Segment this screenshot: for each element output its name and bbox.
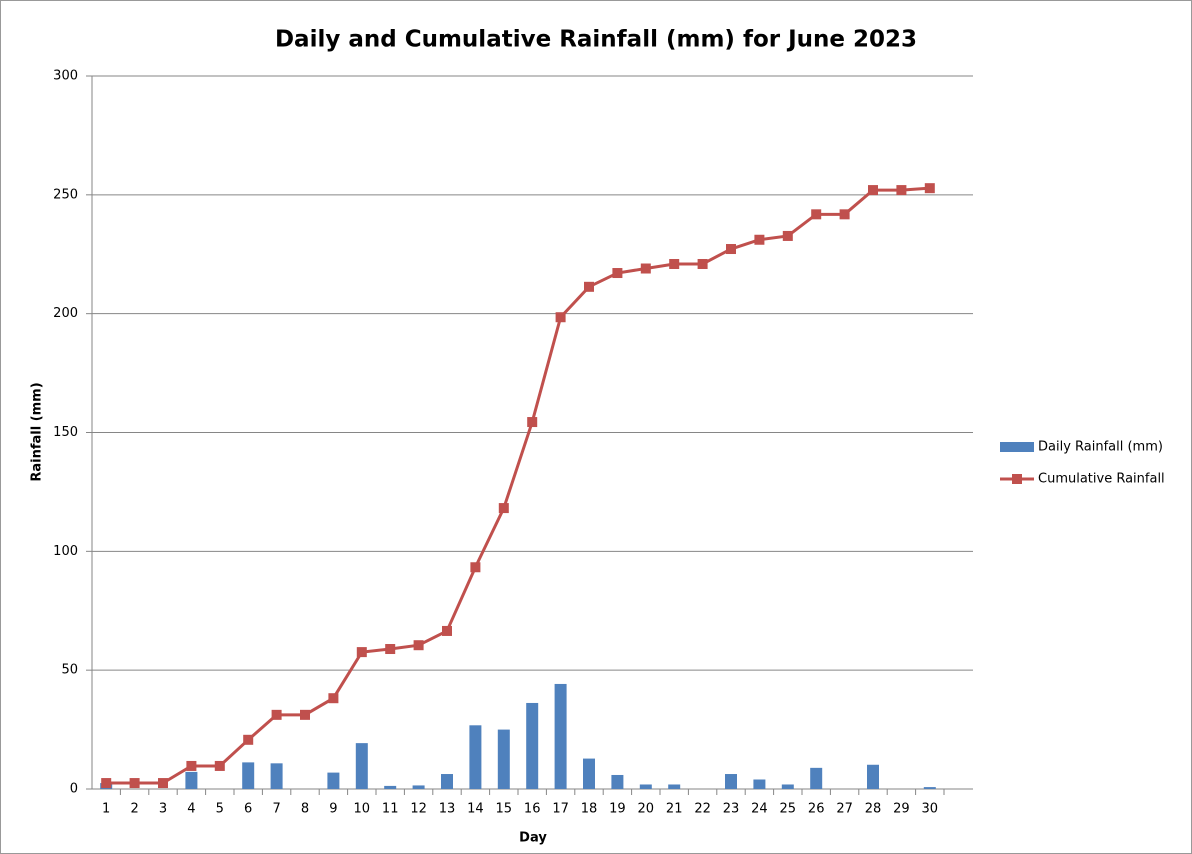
marker [868, 185, 878, 196]
marker [896, 185, 907, 196]
bar [355, 743, 368, 789]
marker [186, 760, 197, 771]
bar [497, 729, 510, 789]
bar [384, 785, 397, 789]
bar [242, 762, 255, 789]
bar [753, 779, 766, 789]
x-tick-label: 25 [780, 802, 797, 817]
x-tick-label: 18 [581, 802, 598, 817]
x-tick-label: 16 [524, 802, 541, 817]
y-tick-label: 250 [53, 187, 78, 202]
marker [640, 263, 651, 274]
bar [554, 683, 567, 789]
x-tick-label: 4 [187, 802, 195, 817]
x-tick-label: 23 [723, 802, 740, 817]
x-tick-label: 22 [694, 802, 711, 817]
x-tick-label: 14 [467, 802, 484, 817]
x-tick-label: 8 [301, 802, 309, 817]
marker [356, 647, 367, 658]
marker [782, 230, 793, 241]
x-tick-label: 27 [836, 802, 853, 817]
marker [498, 503, 509, 514]
y-tick-label: 300 [53, 69, 78, 84]
y-tick-label: 0 [70, 782, 78, 797]
y-tick-label: 50 [61, 663, 78, 678]
y-tick-label: 200 [53, 306, 78, 321]
bar [327, 772, 340, 789]
marker [300, 709, 310, 720]
y-tick-label: 100 [53, 544, 78, 559]
marker [697, 258, 708, 269]
y-axis-label: Rainfall (mm) [30, 382, 45, 481]
marker [555, 312, 566, 323]
x-tick-label: 15 [496, 802, 513, 817]
bar [185, 771, 198, 789]
x-tick-label: 2 [130, 802, 138, 817]
bar [923, 787, 936, 789]
legend-label: Daily Rainfall (mm) [1038, 440, 1163, 455]
marker [385, 644, 396, 655]
marker [470, 562, 481, 573]
x-axis-label: Day [519, 831, 547, 846]
bar [583, 758, 595, 789]
marker [101, 778, 112, 789]
marker [811, 209, 822, 220]
chart-title: Daily and Cumulative Rainfall (mm) for J… [275, 27, 917, 53]
marker [669, 258, 680, 269]
marker [158, 778, 168, 789]
x-tick-label: 19 [609, 802, 626, 817]
bar [725, 774, 737, 789]
x-tick-label: 3 [159, 802, 167, 817]
bar [668, 784, 681, 789]
bar [441, 774, 453, 789]
x-tick-label: 10 [354, 802, 371, 817]
x-tick-label: 26 [808, 802, 825, 817]
x-tick-label: 17 [552, 802, 569, 817]
bar [270, 763, 283, 789]
x-tick-label: 6 [244, 802, 252, 817]
x-tick-label: 12 [410, 802, 427, 817]
marker [328, 693, 339, 704]
x-tick-label: 28 [865, 802, 882, 817]
y-tick-label: 150 [53, 425, 78, 440]
x-tick-label: 7 [272, 802, 280, 817]
bar [639, 784, 652, 789]
x-tick-label: 20 [638, 802, 655, 817]
x-tick-label: 30 [922, 802, 939, 817]
legend-marker [1012, 474, 1022, 484]
x-tick-label: 9 [329, 802, 337, 817]
legend-swatch [1000, 442, 1034, 452]
bar [412, 785, 425, 789]
marker [271, 709, 282, 720]
marker [243, 734, 254, 745]
marker [584, 281, 594, 292]
marker [612, 268, 623, 279]
marker [839, 209, 850, 220]
marker [726, 244, 736, 255]
bar [611, 774, 624, 789]
x-tick-label: 5 [216, 802, 224, 817]
marker [924, 183, 935, 194]
bar [781, 784, 794, 789]
x-tick-label: 11 [382, 802, 399, 817]
marker [754, 234, 765, 245]
x-tick-label: 21 [666, 802, 683, 817]
legend-label: Cumulative Rainfall [1038, 472, 1165, 487]
bar [469, 725, 482, 789]
marker [129, 778, 140, 789]
x-tick-label: 1 [102, 802, 110, 817]
marker [214, 760, 225, 771]
bar [526, 702, 539, 789]
marker [442, 625, 452, 636]
marker [413, 640, 424, 651]
bar [867, 764, 879, 789]
bar [810, 767, 823, 789]
x-tick-label: 13 [439, 802, 456, 817]
x-tick-label: 29 [893, 802, 910, 817]
marker [527, 417, 538, 428]
x-tick-label: 24 [751, 802, 768, 817]
